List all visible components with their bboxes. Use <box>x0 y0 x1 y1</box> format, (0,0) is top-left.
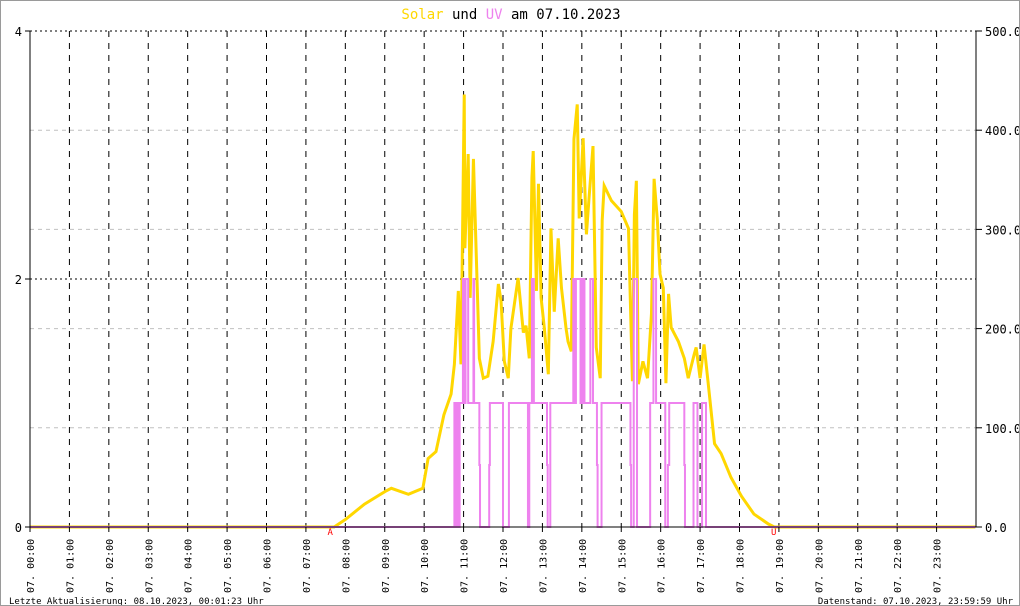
x-tick-label: 07. 18:00 <box>736 539 747 593</box>
x-tick-label: 07. 09:00 <box>381 539 392 593</box>
title-solar: Solar <box>401 7 443 23</box>
x-tick-label: 07. 04:00 <box>184 539 195 593</box>
x-tick-label: 07. 08:00 <box>341 539 352 593</box>
right-tick-label: 300.0 <box>985 223 1020 237</box>
x-tick-label: 07. 02:00 <box>105 539 116 593</box>
x-tick-label: 07. 19:00 <box>775 539 786 593</box>
axes: 07. 00:00 07. 01:00 07. 02:00 07. 03:00 07. … <box>15 25 1020 593</box>
last-update-text: Letzte Aktualisierung: 08.10.2023, 00:01… <box>9 597 264 606</box>
solar-line <box>30 94 976 529</box>
right-tick-label: 200.0 <box>985 323 1020 337</box>
series-layer <box>30 94 976 529</box>
x-tick-label: 07. 16:00 <box>657 539 668 593</box>
data-state-text: Datenstand: 07.10.2023, 23:59:59 Uhr <box>818 597 1014 606</box>
right-tick-label: 400.0 <box>985 124 1020 138</box>
title-uv: UV <box>486 7 503 23</box>
right-tick-label: 0.0 <box>985 521 1007 535</box>
title-und: und <box>444 7 486 23</box>
right-tick-label: 500.0 <box>985 25 1020 39</box>
x-tick-label: 07. 00:00 <box>26 539 37 593</box>
right-tick-label: 100.0 <box>985 422 1020 436</box>
marker-u: U <box>771 528 776 538</box>
x-tick-label: 07. 10:00 <box>420 539 431 593</box>
left-tick-label: 0 <box>15 521 22 535</box>
x-tick-label: 07. 07:00 <box>302 539 313 593</box>
x-tick-label: 07. 14:00 <box>578 539 589 593</box>
x-tick-label: 07. 23:00 <box>933 539 944 593</box>
x-tick-label: 07. 17:00 <box>696 539 707 593</box>
x-tick-label: 07. 05:00 <box>223 539 234 593</box>
chart-title: Solar und UV am 07.10.2023 <box>401 7 620 23</box>
left-tick-label: 4 <box>15 25 22 39</box>
title-date: am 07.10.2023 <box>503 7 621 23</box>
x-tick-label: 07. 21:00 <box>854 539 865 593</box>
uv-line <box>30 278 976 528</box>
x-tick-label: 07. 03:00 <box>144 539 155 593</box>
x-tick-label: 07. 15:00 <box>617 539 628 593</box>
x-tick-label: 07. 20:00 <box>814 539 825 593</box>
x-tick-label: 07. 11:00 <box>460 539 471 593</box>
x-tick-label: 07. 01:00 <box>65 539 76 593</box>
left-tick-label: 2 <box>15 273 22 287</box>
marker-a: A <box>328 528 334 538</box>
x-tick-label: 07. 22:00 <box>893 539 904 593</box>
x-tick-label: 07. 13:00 <box>538 539 549 593</box>
x-tick-label: 07. 06:00 <box>263 539 274 593</box>
x-tick-label: 07. 12:00 <box>499 539 510 593</box>
